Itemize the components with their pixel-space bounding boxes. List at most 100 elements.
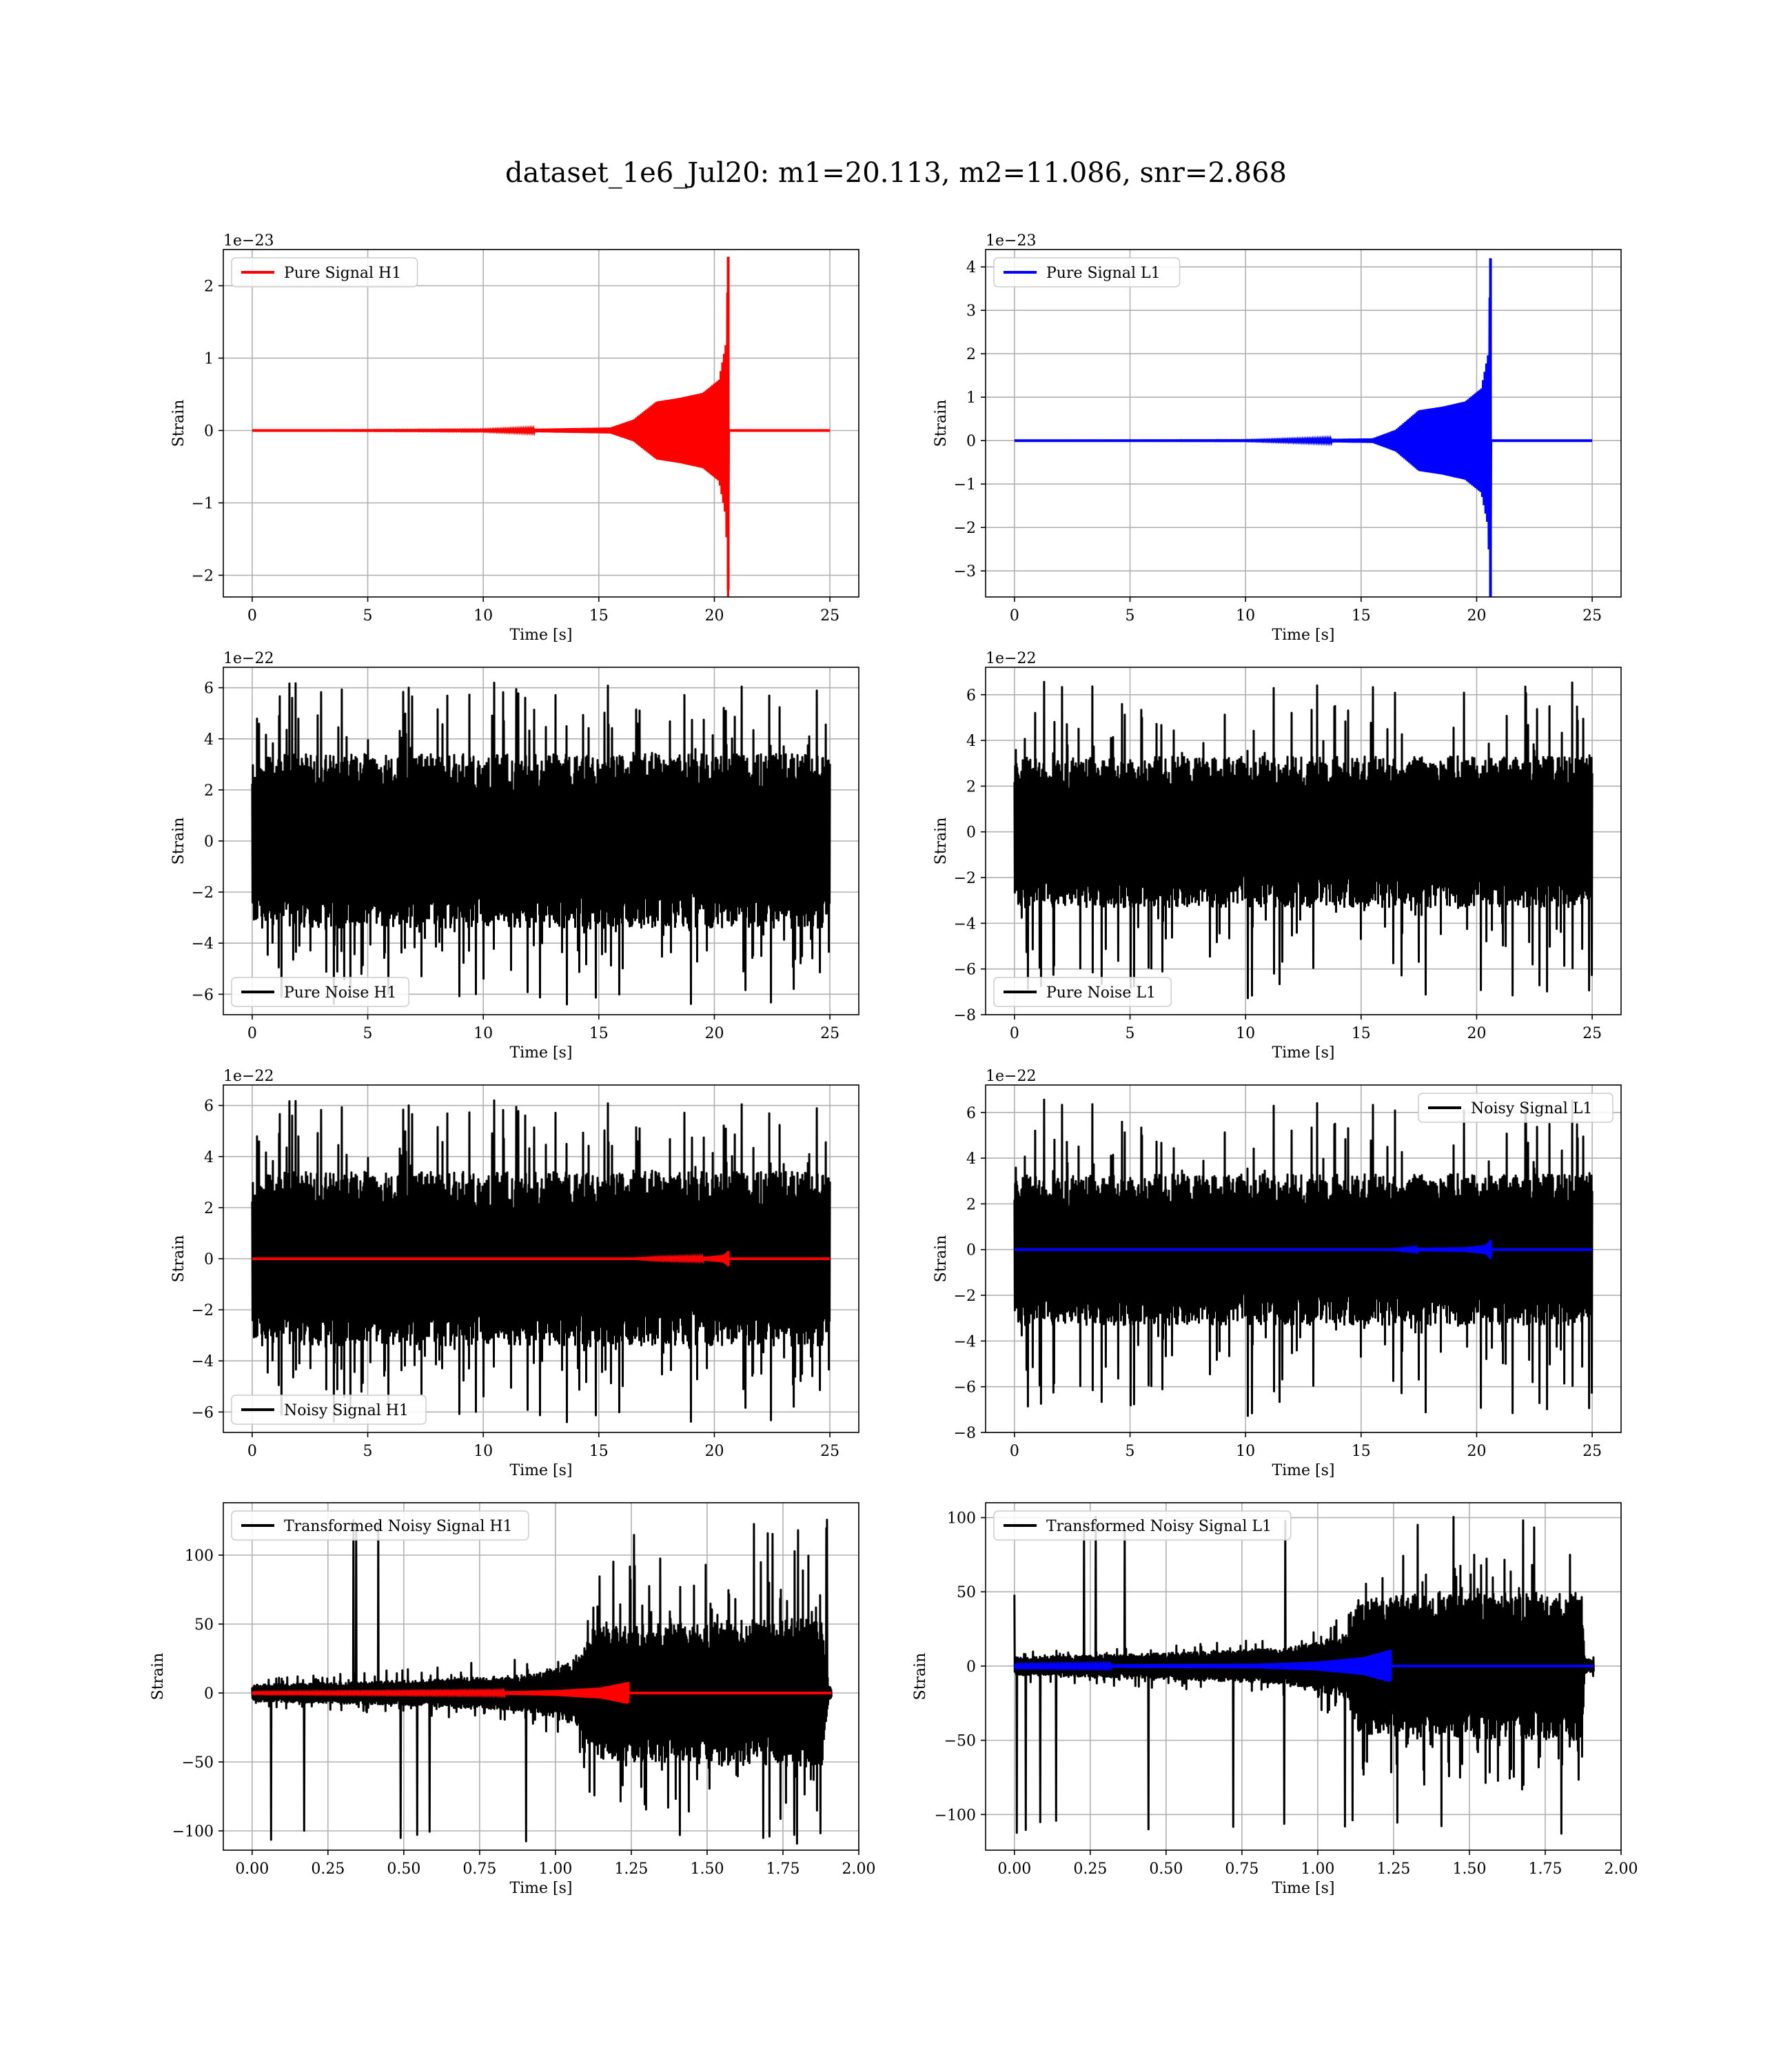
- plot-area: [1013, 1515, 1595, 1835]
- axes-frame: [223, 1502, 859, 1851]
- chart-pure-signal-h1: 0 5 10 15 20 25 −2 −1 0 1 2 Time [s] Strain 1e−23 Pure…: [170, 232, 859, 644]
- legend: Noisy Signal L1: [1418, 1093, 1613, 1123]
- y-tick-label: −4: [954, 915, 976, 933]
- legend-box: [993, 1510, 1292, 1541]
- y-tick-label: 0: [966, 1659, 976, 1676]
- plot-area: [1013, 1098, 1594, 1417]
- x-tick-label: 1.00: [538, 1861, 572, 1878]
- x-tick-label: 2.00: [842, 1861, 876, 1878]
- legend-label: Transformed Noisy Signal H1: [284, 1518, 513, 1535]
- y-tick-label: −6: [192, 1404, 214, 1421]
- y-axis-label: Strain: [150, 1653, 167, 1701]
- legend: Transformed Noisy Signal H1: [231, 1510, 529, 1541]
- y-tick-label: −2: [192, 1302, 214, 1319]
- x-tick-label: 25: [1582, 607, 1602, 625]
- x-tick-label: 0.00: [235, 1861, 269, 1878]
- figure-title: dataset_1e6_Jul20: m1=20.113, m2=11.086,…: [505, 157, 1287, 189]
- y-axis-label: Strain: [170, 1235, 187, 1283]
- chart-transformed-noisy-signal-h1: 0.00 0.25 0.50 0.75 1.00 1.25 1.50 1.75 2.00 −100…: [150, 1502, 876, 1897]
- y-tick-label: −2: [954, 1288, 976, 1305]
- x-tick-label: 0.50: [1149, 1861, 1183, 1878]
- y-tick-label: 100: [947, 1510, 976, 1528]
- series-line-0: [1014, 297, 1593, 597]
- offset-text: 1e−22: [223, 650, 274, 667]
- axes-frame: [985, 667, 1622, 1015]
- series-line-0: [251, 1099, 831, 1423]
- series-line-0: [1013, 1098, 1594, 1417]
- x-tick-label: 15: [1352, 1025, 1371, 1042]
- y-tick-label: 6: [966, 1105, 976, 1122]
- x-tick-label: 20: [1467, 1443, 1486, 1460]
- x-tick-label: 0.50: [387, 1861, 420, 1878]
- legend: Pure Noise H1: [231, 977, 409, 1007]
- x-tick-label: 20: [704, 1443, 724, 1460]
- y-tick-label: 2: [204, 1200, 214, 1217]
- y-axis-label: Strain: [170, 818, 187, 865]
- legend-label: Transformed Noisy Signal L1: [1046, 1518, 1272, 1535]
- y-tick-label: 2: [204, 782, 214, 800]
- x-tick-label: 0.00: [997, 1861, 1031, 1878]
- x-tick-label: 5: [363, 1443, 373, 1460]
- y-tick-label: 2: [204, 278, 214, 296]
- x-tick-label: 1.25: [1376, 1861, 1410, 1878]
- chart-pure-noise-h1: 0 5 10 15 20 25 −6 −4 −2 0 2 4 6 Time [s] Strain 1e−22 P…: [170, 650, 859, 1062]
- x-axis-label: Time [s]: [509, 1044, 572, 1062]
- y-tick-label: 0: [966, 824, 976, 842]
- chart-pure-noise-l1: 0 5 10 15 20 25 −8 −6 −4 −2 0 2 4 6 Time [s] Strain 1e−2…: [933, 650, 1622, 1062]
- y-tick-label: 4: [966, 1150, 976, 1168]
- x-tick-label: 0: [247, 1443, 257, 1460]
- x-tick-label: 0.75: [462, 1861, 496, 1878]
- x-tick-label: 0.75: [1225, 1861, 1259, 1878]
- series-line-0: [251, 681, 831, 1006]
- plot-area: [1013, 680, 1594, 1000]
- y-tick-label: −2: [192, 884, 214, 902]
- x-tick-label: 0.25: [311, 1861, 345, 1878]
- y-tick-label: −8: [954, 1425, 976, 1442]
- chart-noisy-signal-l1: 0 5 10 15 20 25 −8 −6 −4 −2 0 2 4 6 Time [s] Strain 1e−2…: [933, 1068, 1622, 1479]
- y-tick-label: −4: [954, 1333, 976, 1350]
- legend: Transformed Noisy Signal L1: [993, 1510, 1292, 1541]
- offset-text: 1e−22: [223, 1068, 274, 1085]
- x-tick-label: 15: [589, 1025, 609, 1042]
- y-tick-label: 0: [204, 1685, 214, 1703]
- y-tick-label: −6: [954, 962, 976, 979]
- x-tick-label: 15: [1352, 607, 1371, 625]
- series-line-0: [1013, 1515, 1595, 1835]
- legend-box: [231, 257, 418, 287]
- offset-text: 1e−23: [986, 232, 1036, 250]
- x-tick-label: 0: [1010, 1025, 1019, 1042]
- x-axis-label: Time [s]: [1272, 1462, 1334, 1479]
- legend: Pure Signal L1: [993, 257, 1181, 287]
- y-tick-label: 6: [966, 687, 976, 704]
- x-tick-label: 25: [1582, 1025, 1602, 1042]
- y-axis-label: Strain: [912, 1653, 929, 1701]
- y-tick-label: 100: [185, 1548, 214, 1565]
- chart-noisy-signal-h1: 0 5 10 15 20 25 −6 −4 −2 0 2 4 6 Time [s] Strain 1e−22 N…: [170, 1068, 859, 1479]
- x-tick-label: 5: [363, 1025, 373, 1042]
- x-tick-label: 1.75: [766, 1861, 800, 1878]
- y-tick-label: 2: [966, 1196, 976, 1213]
- y-tick-label: −50: [182, 1754, 214, 1772]
- offset-text: 1e−22: [986, 1068, 1036, 1085]
- axes-frame: [985, 1084, 1622, 1433]
- x-tick-label: 0.25: [1073, 1861, 1107, 1878]
- x-tick-label: 20: [704, 607, 724, 625]
- y-tick-label: 2: [966, 346, 976, 363]
- y-tick-label: −2: [954, 870, 976, 887]
- y-tick-label: −2: [954, 520, 976, 537]
- x-tick-label: 0: [1010, 1443, 1019, 1460]
- x-tick-label: 0: [247, 607, 257, 625]
- x-tick-label: 10: [1236, 1443, 1255, 1460]
- x-tick-label: 15: [1352, 1443, 1371, 1460]
- y-tick-label: 6: [204, 1098, 214, 1115]
- x-tick-label: 25: [820, 607, 839, 625]
- series-line-0: [251, 1519, 833, 1845]
- x-axis-label: Time [s]: [1272, 1044, 1334, 1062]
- offset-text: 1e−22: [986, 650, 1036, 667]
- y-tick-label: −100: [935, 1807, 976, 1824]
- axes-frame: [985, 1502, 1622, 1851]
- legend: Pure Signal H1: [231, 257, 418, 287]
- x-tick-label: 25: [820, 1443, 839, 1460]
- x-tick-label: 15: [589, 607, 609, 625]
